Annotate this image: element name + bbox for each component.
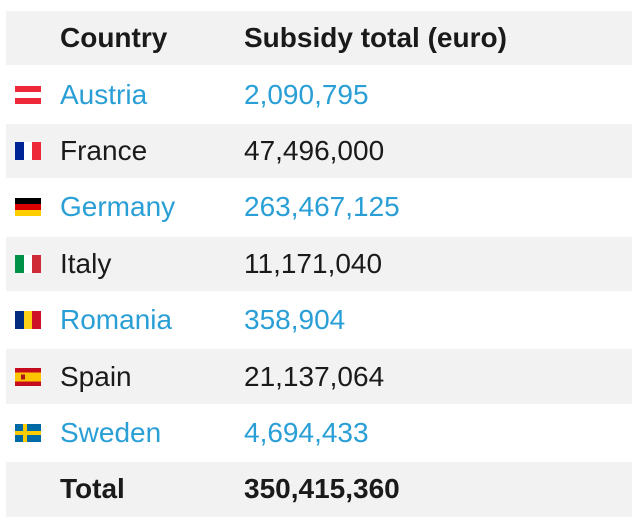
flag-sweden-icon	[15, 423, 41, 442]
header-flag-cell	[6, 11, 50, 65]
country-link[interactable]: Sweden	[60, 416, 162, 448]
table-row: Sweden 4,694,433	[6, 405, 632, 463]
flag-france-icon	[15, 141, 41, 160]
flag-romania-icon	[15, 311, 41, 330]
country-name: Italy	[60, 247, 112, 279]
table-total-row: Total 350,415,360	[6, 462, 632, 519]
table-row: Romania 358,904	[6, 292, 632, 350]
table-row: France 47,496,000	[6, 123, 632, 181]
table-row: Germany 263,467,125	[6, 180, 632, 237]
subsidy-value: 47,496,000	[244, 134, 385, 166]
country-link[interactable]: Austria	[60, 78, 148, 110]
table-row: Italy 11,171,040	[6, 236, 632, 293]
country-name: France	[60, 134, 148, 166]
table-row: Spain 21,137,064	[6, 349, 632, 406]
flag-germany-icon	[15, 198, 41, 217]
subsidy-value-link[interactable]: 263,467,125	[244, 191, 400, 223]
flag-austria-icon	[15, 85, 41, 104]
flag-spain-icon	[15, 367, 41, 386]
total-value: 350,415,360	[244, 473, 400, 505]
table-header-row: Country Subsidy total (euro)	[6, 11, 632, 68]
country-link[interactable]: Romania	[60, 304, 173, 336]
subsidy-value-link[interactable]: 4,694,433	[244, 416, 369, 448]
country-name: Spain	[60, 360, 132, 392]
table-row: Austria 2,090,795	[6, 67, 632, 124]
header-country: Country	[60, 22, 168, 54]
subsidy-value-link[interactable]: 358,904	[244, 304, 346, 336]
subsidy-value: 11,171,040	[244, 247, 383, 279]
header-subsidy-total: Subsidy total (euro)	[244, 22, 507, 54]
total-label: Total	[60, 473, 125, 505]
country-link[interactable]: Germany	[60, 191, 176, 223]
subsidy-value-link[interactable]: 2,090,795	[244, 78, 369, 110]
flag-italy-icon	[15, 254, 41, 273]
subsidy-value: 21,137,064	[244, 360, 385, 392]
subsidy-table: Country Subsidy total (euro) Austria 2,0…	[6, 11, 632, 519]
